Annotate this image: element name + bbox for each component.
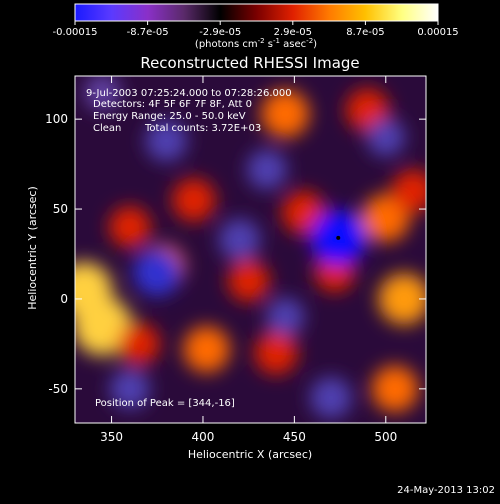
colorbar <box>74 3 439 22</box>
y-axis-ticks: -50 0 50 100 <box>45 112 426 396</box>
heatmap-blob <box>118 323 160 365</box>
colorbar-tick-label: -0.00015 <box>53 27 98 38</box>
colorbar-ticks: -0.00015 -8.7e-05 -2.9e-05 2.9e-05 8.7e-05 0.… <box>53 21 459 38</box>
heatmap-blob <box>109 206 151 248</box>
colorbar-tick-label: 0.00015 <box>417 27 458 38</box>
heatmap-blob <box>310 377 352 419</box>
heatmap-blob <box>145 119 188 162</box>
heatmap-blob <box>218 218 261 261</box>
colorbar-tick-label: -2.9e-05 <box>199 27 241 38</box>
annotation-time: 9-Jul-2003 07:25:24.000 to 07:28:26.000 <box>86 88 292 99</box>
x-tick-label: 500 <box>374 430 397 444</box>
heatmap-blob <box>227 260 270 302</box>
heatmap-blob <box>266 297 305 337</box>
heatmap-blob <box>254 331 298 375</box>
annotation-peak-position: Position of Peak = [344,-16] <box>95 398 235 409</box>
y-axis-label: Heliocentric Y (arcsec) <box>26 186 39 310</box>
annotation-counts: Total counts: 3.72E+03 <box>144 123 261 134</box>
colorbar-tick-label: -8.7e-05 <box>127 27 169 38</box>
plot-area <box>75 76 426 423</box>
annotation-detectors: Detectors: 4F 5F 6F 7F 8F, Att 0 <box>93 99 252 110</box>
x-tick-label: 450 <box>283 430 306 444</box>
image-blobs <box>75 76 426 419</box>
y-tick-label: 100 <box>45 112 68 126</box>
plot-frame <box>74 75 427 424</box>
heatmap-blob <box>366 117 405 157</box>
x-axis-ticks: 350 400 450 500 <box>100 76 397 444</box>
y-tick-label: -50 <box>48 382 68 396</box>
y-tick-label: 0 <box>60 292 68 306</box>
heatmap-blob <box>261 89 310 138</box>
footer-timestamp: 24-May-2013 13:02 <box>397 485 495 496</box>
heatmap-blob <box>84 76 121 111</box>
annotations: 9-Jul-2003 07:25:24.000 to 07:28:26.000 … <box>86 88 292 409</box>
x-tick-label: 350 <box>100 430 123 444</box>
annotation-energy: Energy Range: 25.0 - 50.0 keV <box>93 111 246 122</box>
x-tick-label: 400 <box>192 430 215 444</box>
heatmap-blob <box>109 368 150 409</box>
heatmap-blob <box>391 169 426 213</box>
y-tick-label: 50 <box>53 202 68 216</box>
peak-marker <box>336 235 341 240</box>
annotation-clean: Clean <box>93 123 121 134</box>
colorbar-tick-label: 8.7e-05 <box>346 27 384 38</box>
heatmap-blob <box>246 149 287 190</box>
colorbar-units: (photons cm-2 s-1 asec-2) <box>195 37 317 50</box>
x-axis-label: Heliocentric X (arcsec) <box>188 448 312 461</box>
heatmap-blob <box>172 178 216 222</box>
heatmap-blob <box>75 296 133 356</box>
colorbar-tick-label: 2.9e-05 <box>274 27 312 38</box>
heatmap-blob <box>133 247 182 296</box>
heatmap-blob <box>371 365 419 413</box>
heatmap-blob <box>183 326 230 373</box>
heatmap-blob <box>378 273 426 325</box>
peak-dot <box>336 235 341 240</box>
chart-title: Reconstructed RHESSI Image <box>140 54 359 72</box>
